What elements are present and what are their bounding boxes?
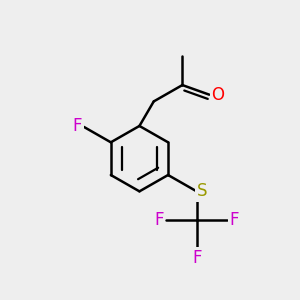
Text: F: F: [192, 249, 201, 267]
Text: F: F: [154, 211, 164, 229]
Text: O: O: [211, 86, 224, 104]
Text: F: F: [73, 117, 82, 135]
Text: F: F: [230, 211, 239, 229]
Text: S: S: [197, 182, 207, 200]
